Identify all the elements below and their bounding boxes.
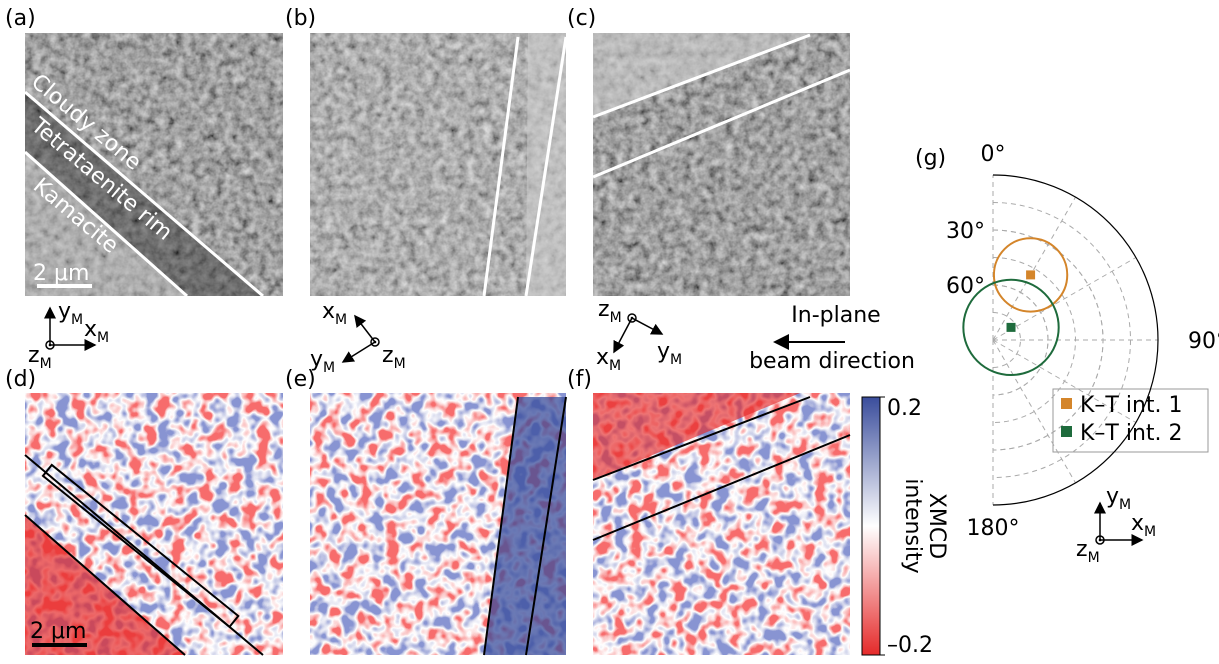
axis-label: yM xyxy=(310,347,335,376)
colorbar-label: intensity xyxy=(900,478,925,573)
angle-tick-label: 180° xyxy=(967,516,1020,541)
axis-letter: y xyxy=(58,299,71,324)
outer-arc xyxy=(992,174,1159,506)
axis-subscript: M xyxy=(97,330,109,346)
scale-label: 2 μm xyxy=(33,261,89,286)
axis-letter: z xyxy=(28,343,40,368)
panel-label: (g) xyxy=(915,146,946,171)
r-grid xyxy=(992,229,1104,451)
r-tick-label: 30° xyxy=(946,219,985,244)
axis-subscript: M xyxy=(1088,550,1100,566)
axis-subscript: M xyxy=(40,356,52,372)
axis-letter: z xyxy=(1076,537,1088,562)
colorbar xyxy=(861,396,881,656)
axis-label: xM xyxy=(596,345,621,374)
colorbar-label: XMCD xyxy=(924,493,949,559)
axis-subscript: M xyxy=(335,312,347,328)
axis-subscript: M xyxy=(610,310,622,326)
legend-swatch xyxy=(1061,426,1072,437)
axis-label: xM xyxy=(1131,511,1156,540)
panel-label: (b) xyxy=(285,6,316,31)
axis-arrow xyxy=(613,317,633,354)
panel-label: (e) xyxy=(285,367,316,392)
panel-label: (a) xyxy=(5,6,36,31)
angle-grid xyxy=(992,339,1076,484)
r-grid xyxy=(992,284,1049,396)
axis-letter: x xyxy=(596,345,609,370)
axis-subscript: M xyxy=(670,352,682,368)
top-images xyxy=(24,33,851,298)
axis-arrow xyxy=(354,314,376,343)
panel-label: (c) xyxy=(567,6,596,31)
legend-label: K–T int. 2 xyxy=(1080,421,1183,446)
colorbar-tick-label: –0.2 xyxy=(887,633,933,658)
axis-label: zM xyxy=(1076,537,1100,566)
axis-letter: x xyxy=(322,299,335,324)
scale-label: 2 μm xyxy=(30,619,86,644)
axis-letter: y xyxy=(657,339,670,364)
r-grid xyxy=(992,202,1131,478)
image-b xyxy=(310,33,566,296)
r-tick-label: 60° xyxy=(946,274,985,299)
axis-subscript: M xyxy=(323,360,335,376)
axis-letter: x xyxy=(1131,511,1144,536)
angle-grid xyxy=(992,257,1137,341)
beam-label: beam direction xyxy=(749,349,915,374)
axis-label: zM xyxy=(28,343,52,372)
point xyxy=(1006,322,1016,332)
legend xyxy=(1052,388,1209,453)
axis-subscript: M xyxy=(71,312,83,328)
uncertainty-circle xyxy=(962,278,1060,377)
axis-label: zM xyxy=(598,297,622,326)
axis-arrow xyxy=(631,317,664,335)
r-grid xyxy=(992,312,1021,368)
axis-subscript: M xyxy=(1144,524,1156,540)
axis-subscript: M xyxy=(1119,497,1131,513)
angle-tick-label: 0° xyxy=(981,142,1006,167)
angle-tick-label: 90° xyxy=(1188,329,1219,354)
axis-label: zM xyxy=(382,343,406,372)
angle-grid xyxy=(992,339,1137,423)
legend-label: K–T int. 1 xyxy=(1080,393,1183,418)
axis-letter: z xyxy=(382,343,394,368)
axis-label: yM xyxy=(1106,484,1131,513)
point xyxy=(1026,270,1036,280)
legend-swatch xyxy=(1061,398,1072,409)
axis-label: xM xyxy=(84,317,109,346)
colorbar-tick-label: 0.2 xyxy=(887,396,922,421)
angle-grid xyxy=(992,196,1076,341)
axis-label: yM xyxy=(657,339,682,368)
axis-subscript: M xyxy=(609,358,621,374)
axis-letter: z xyxy=(598,297,610,322)
panel-label: (d) xyxy=(5,367,36,392)
axis-letter: x xyxy=(84,317,97,342)
beam-label: In-plane xyxy=(791,303,880,328)
panel-label: (f) xyxy=(567,367,592,392)
axis-label: yM xyxy=(58,299,83,328)
bottom-images xyxy=(24,392,881,656)
uncertainty-circle xyxy=(992,237,1069,313)
axis-letter: y xyxy=(1106,484,1119,509)
axis-arrow xyxy=(341,341,376,363)
axis-letter: y xyxy=(310,347,323,372)
axis-label: xM xyxy=(322,299,347,328)
axis-subscript: M xyxy=(394,356,406,372)
